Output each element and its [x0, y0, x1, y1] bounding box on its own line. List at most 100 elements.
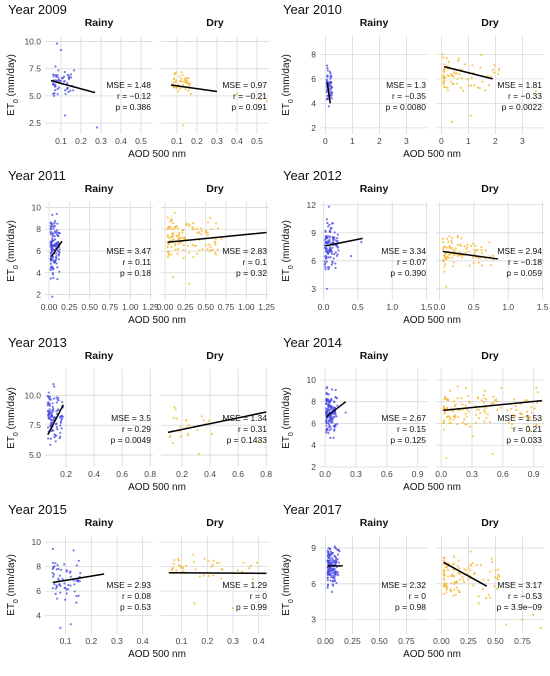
data-point — [505, 623, 508, 626]
data-point — [482, 394, 485, 397]
data-point — [179, 425, 182, 428]
data-point — [530, 411, 533, 414]
data-point — [326, 67, 329, 70]
data-point — [53, 221, 56, 224]
data-point — [330, 227, 333, 230]
data-point — [176, 90, 180, 93]
data-point — [67, 583, 70, 587]
data-point — [466, 78, 469, 81]
data-point — [510, 426, 514, 430]
data-point — [182, 83, 185, 87]
data-point — [457, 559, 460, 562]
data-point — [258, 439, 261, 442]
x-tick-label: 0.3 — [466, 469, 478, 479]
data-point — [334, 262, 337, 265]
panel-dry: Dry 0.1 0.2 0.3 0.4 MSE = 1.29r = 0p = 0.99 — [161, 517, 269, 646]
data-point — [327, 555, 330, 559]
data-point — [192, 560, 195, 564]
data-point — [480, 399, 483, 402]
data-point — [489, 596, 492, 599]
y-tick-label: 8 — [311, 49, 316, 59]
x-tick-label: 0.5 — [135, 136, 147, 146]
data-point — [59, 415, 63, 418]
data-point — [445, 57, 449, 60]
data-point — [180, 241, 183, 244]
data-point — [463, 63, 466, 66]
data-point — [473, 84, 476, 87]
data-point — [52, 417, 56, 420]
data-point — [325, 64, 329, 67]
data-point — [328, 238, 331, 241]
data-point — [191, 228, 194, 231]
data-point — [75, 579, 78, 582]
data-point — [66, 588, 70, 591]
stat-r: r = 0.31 — [238, 424, 267, 434]
data-point — [459, 254, 462, 257]
data-point — [463, 245, 466, 248]
data-point — [63, 582, 66, 585]
data-point — [454, 593, 457, 596]
data-point — [219, 577, 223, 580]
data-point — [495, 400, 498, 403]
data-point — [49, 222, 52, 225]
data-point — [523, 399, 527, 402]
data-point — [56, 564, 59, 567]
data-point — [51, 82, 55, 85]
data-point — [51, 571, 54, 575]
data-point — [453, 71, 456, 74]
data-point — [325, 424, 328, 427]
data-point — [61, 76, 65, 80]
data-point — [212, 574, 215, 577]
data-point — [189, 93, 192, 96]
data-point — [471, 64, 474, 67]
data-point — [57, 258, 60, 261]
data-point — [333, 579, 337, 582]
data-point — [191, 225, 194, 229]
data-point — [200, 229, 203, 232]
data-point — [334, 388, 337, 392]
data-point — [56, 241, 59, 244]
data-point — [57, 76, 60, 79]
data-point — [167, 225, 170, 228]
x-tick-label: 0.0 — [434, 302, 446, 312]
x-tick-label: 0.00 — [157, 302, 174, 312]
y-tick-label: 10 — [32, 202, 42, 212]
data-point — [50, 415, 53, 418]
data-point — [55, 42, 59, 45]
data-point — [171, 441, 174, 445]
data-point — [206, 221, 210, 224]
panel-dry: Dry 0.00 0.25 0.50 0.75 MSE = 3.17r = −0.53p … — [433, 517, 544, 646]
x-tick-label: 0.1 — [176, 636, 188, 646]
data-point — [334, 251, 337, 254]
data-point — [455, 586, 458, 589]
y-axis-label: ET0 (mm/day) — [281, 387, 295, 449]
data-point — [56, 93, 59, 96]
y-tick-label: 6 — [36, 246, 41, 256]
data-point — [349, 255, 353, 258]
data-point — [48, 408, 51, 411]
data-point — [188, 424, 191, 427]
data-point — [491, 68, 494, 71]
data-point — [69, 575, 72, 578]
data-point — [72, 89, 75, 92]
data-point — [330, 250, 333, 253]
data-point — [334, 574, 337, 577]
data-point — [327, 235, 330, 238]
data-point — [177, 559, 181, 562]
data-point — [57, 250, 61, 253]
data-point — [461, 256, 464, 259]
x-tick-label: 0.50 — [197, 302, 214, 312]
data-point — [330, 252, 334, 255]
x-tick-label: 3 — [520, 136, 525, 146]
data-point — [458, 250, 461, 253]
data-point — [166, 228, 169, 231]
data-point — [483, 389, 487, 392]
data-point — [453, 588, 456, 591]
panel-label: Dry — [206, 350, 224, 362]
data-point — [447, 240, 450, 243]
data-point — [166, 216, 169, 219]
x-tick-label: 0.0 — [318, 302, 330, 312]
data-point — [182, 256, 185, 260]
data-point — [201, 248, 204, 251]
x-tick-label: 0.5 — [251, 136, 263, 146]
